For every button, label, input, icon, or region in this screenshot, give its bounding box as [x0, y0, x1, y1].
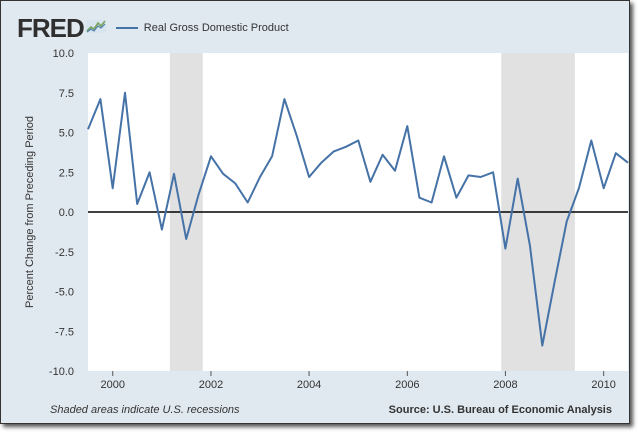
chart-header: FRED Real Gross Domestic Product — [17, 12, 289, 43]
y-tick-label: 0.0 — [59, 207, 74, 219]
y-tick-label: 2.5 — [59, 167, 74, 179]
x-tick-label: 2000 — [100, 379, 124, 391]
legend-label[interactable]: Real Gross Domestic Product — [143, 22, 289, 34]
x-tick-label: 2008 — [493, 379, 517, 391]
y-axis-label: Percent Change from Preceding Period — [24, 116, 36, 308]
recession-note: Shaded areas indicate U.S. recessions — [50, 404, 240, 416]
x-tick-label: 2006 — [395, 379, 419, 391]
y-tick-label: -10.0 — [49, 366, 74, 378]
gdp-series-line[interactable] — [87, 91, 629, 347]
y-tick-label: 5.0 — [59, 128, 74, 140]
y-tick-label: -2.5 — [55, 247, 74, 259]
x-tick-label: 2010 — [591, 379, 615, 391]
fred-logo-graph-icon — [85, 18, 106, 39]
x-tick-label: 2004 — [297, 379, 321, 391]
x-axis-ticks: 2000 2002 2004 2006 2008 2010 — [100, 371, 616, 391]
fred-logo[interactable]: FRED — [17, 12, 85, 43]
y-tick-label: 7.5 — [59, 88, 74, 100]
source-note[interactable]: Source: U.S. Bureau of Economic Analysis — [388, 404, 612, 416]
y-tick-label: 10.0 — [53, 48, 74, 60]
legend-swatch — [115, 27, 138, 29]
y-tick-label: -7.5 — [55, 326, 74, 338]
y-axis-ticks: 10.0 7.5 5.0 2.5 0.0 -2.5 -5.0 -7.5 -10.0 — [49, 48, 74, 378]
x-tick-label: 2002 — [199, 379, 223, 391]
y-tick-label: -5.0 — [55, 287, 74, 299]
